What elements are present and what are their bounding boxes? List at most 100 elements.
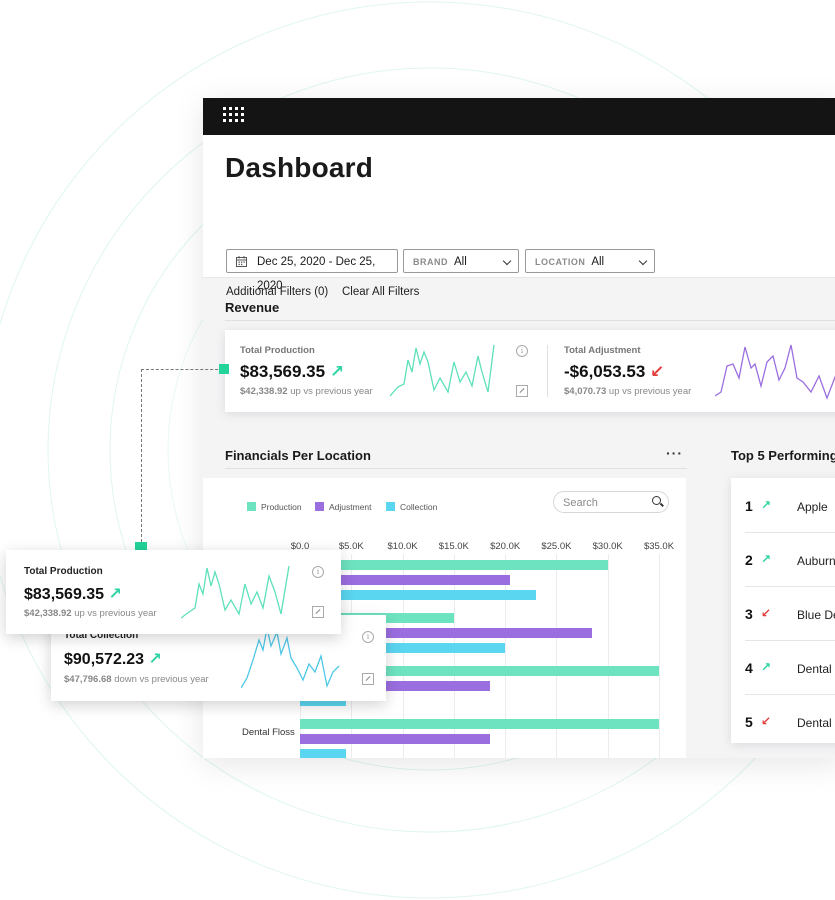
- metric-value: $90,572.23 ↗: [64, 649, 162, 669]
- legend-production: Production: [247, 502, 302, 512]
- trend-up-icon: ↗: [761, 552, 772, 566]
- x-tick-label: $15.0K: [438, 541, 469, 552]
- production-sparkline: [390, 344, 495, 397]
- more-options-button[interactable]: ···: [666, 445, 683, 461]
- metric-sub-amount: $42,338.92: [240, 386, 288, 397]
- brand-label: BRAND: [413, 257, 448, 267]
- bar-production[interactable]: [300, 666, 659, 676]
- location-name: Dental: [797, 662, 832, 676]
- info-icon[interactable]: i: [312, 566, 324, 578]
- location-select[interactable]: LOCATION All: [525, 249, 655, 273]
- metric-sub-text: up vs previous year: [290, 386, 373, 397]
- revenue-card: Total Production $83,569.35 ↗ $42,338.92…: [225, 330, 835, 412]
- trend-up-icon: ↗: [108, 586, 122, 603]
- metric-label: Total Production: [240, 345, 315, 356]
- x-tick-label: $20.0K: [490, 541, 521, 552]
- expand-icon[interactable]: [516, 385, 528, 397]
- trend-up-icon: ↗: [148, 651, 162, 668]
- legend-swatch: [315, 502, 324, 511]
- list-item[interactable]: 5 ↙ Dental: [745, 694, 835, 748]
- top5-card: 1 ↗ Apple 2 ↗ Auburn 3 ↙ Blue De 4 ↗ Den…: [731, 478, 835, 743]
- collection-sparkline: [241, 627, 340, 689]
- bar-adjustment[interactable]: [300, 681, 490, 691]
- trend-up-icon: ↗: [329, 362, 345, 381]
- gridline: [659, 554, 660, 758]
- additional-filters-link[interactable]: Additional Filters (0): [226, 286, 329, 298]
- top-bar: [203, 98, 835, 135]
- clear-filters-link[interactable]: Clear All Filters: [342, 286, 420, 298]
- metric-sub: $42,338.92 up vs previous year: [240, 386, 373, 397]
- production-sparkline: [181, 565, 290, 619]
- page-header: Dashboard Dec 25, 2020 - Dec 25, 2020 BR…: [203, 135, 835, 298]
- legend-swatch: [386, 502, 395, 511]
- calendar-icon: [236, 256, 247, 267]
- location-name: Dental: [797, 716, 832, 730]
- bar-production[interactable]: [300, 560, 608, 570]
- gridline: [556, 554, 558, 758]
- metric-sub: $42,338.92 up vs previous year: [24, 608, 157, 619]
- metric-sub-amount: $47,796.68: [64, 674, 112, 685]
- chevron-down-icon: [502, 256, 512, 266]
- bar-adjustment[interactable]: [300, 628, 593, 638]
- rank-number: 1: [745, 498, 753, 514]
- rank-number: 4: [745, 660, 753, 676]
- location-name: Apple: [797, 500, 828, 514]
- bar-collection[interactable]: [300, 643, 506, 653]
- list-item[interactable]: 1 ↗ Apple: [745, 478, 835, 533]
- gridline: [607, 554, 609, 758]
- financials-title: Financials Per Location: [225, 448, 371, 463]
- bar-collection[interactable]: [300, 590, 536, 600]
- metric-value: $83,569.35 ↗: [24, 584, 122, 604]
- bar-production[interactable]: [300, 719, 659, 729]
- legend-swatch: [247, 502, 256, 511]
- list-item[interactable]: 2 ↗ Auburn: [745, 532, 835, 587]
- revenue-title: Revenue: [225, 300, 280, 315]
- search-placeholder: Search: [563, 497, 598, 509]
- metric-label: Total Production: [24, 566, 103, 577]
- location-label: LOCATION: [535, 257, 586, 267]
- date-range-value: Dec 25, 2020 - Dec 25, 2020: [257, 256, 376, 292]
- list-item[interactable]: 3 ↙ Blue De: [745, 586, 835, 641]
- x-tick-label: $0.0: [290, 541, 310, 552]
- bar-adjustment[interactable]: [300, 734, 490, 744]
- metric-value: -$6,053.53 ↙: [564, 362, 664, 382]
- floating-production-card: Total Production $83,569.35 ↗ $42,338.92…: [6, 550, 341, 634]
- legend-label: Adjustment: [329, 502, 372, 512]
- connector-line: [141, 369, 223, 370]
- metric-label: Total Adjustment: [564, 345, 641, 356]
- rank-number: 2: [745, 552, 753, 568]
- info-icon[interactable]: i: [362, 631, 374, 643]
- metric-value-text: -$6,053.53: [564, 362, 646, 381]
- rank-number: 3: [745, 606, 753, 622]
- trend-down-icon: ↙: [761, 714, 772, 728]
- metric-sub: $47,796.68 down vs previous year: [64, 674, 209, 685]
- divider: [547, 345, 548, 397]
- metric-sub-amount: $4,070.73: [564, 386, 607, 397]
- info-icon[interactable]: i: [516, 345, 528, 357]
- gridline: [453, 554, 455, 758]
- bar-collection[interactable]: [300, 749, 347, 758]
- metric-sub-text: up vs previous year: [74, 608, 157, 619]
- bar-adjustment[interactable]: [300, 575, 511, 585]
- location-name: Blue De: [797, 608, 835, 622]
- chevron-down-icon: [638, 256, 648, 266]
- legend-label: Production: [261, 502, 302, 512]
- grid-menu-icon[interactable]: [223, 107, 245, 127]
- y-category-label: Dental Floss: [242, 727, 295, 738]
- expand-icon[interactable]: [312, 606, 324, 618]
- bar-collection[interactable]: [300, 696, 347, 706]
- search-icon: [652, 496, 661, 505]
- date-range-picker[interactable]: Dec 25, 2020 - Dec 25, 2020: [226, 249, 398, 292]
- legend-adjustment: Adjustment: [315, 502, 372, 512]
- x-tick-label: $25.0K: [541, 541, 572, 552]
- top5-title: Top 5 Performing: [731, 448, 835, 463]
- brand-select[interactable]: BRAND All: [403, 249, 519, 273]
- metric-value-text: $83,569.35: [24, 586, 105, 603]
- search-input[interactable]: Search: [553, 491, 669, 513]
- x-tick-label: $35.0K: [643, 541, 675, 552]
- brand-value: All: [454, 256, 467, 268]
- divider: [225, 468, 687, 469]
- gridline: [402, 554, 404, 758]
- list-item[interactable]: 4 ↗ Dental: [745, 640, 835, 695]
- expand-icon[interactable]: [362, 673, 374, 685]
